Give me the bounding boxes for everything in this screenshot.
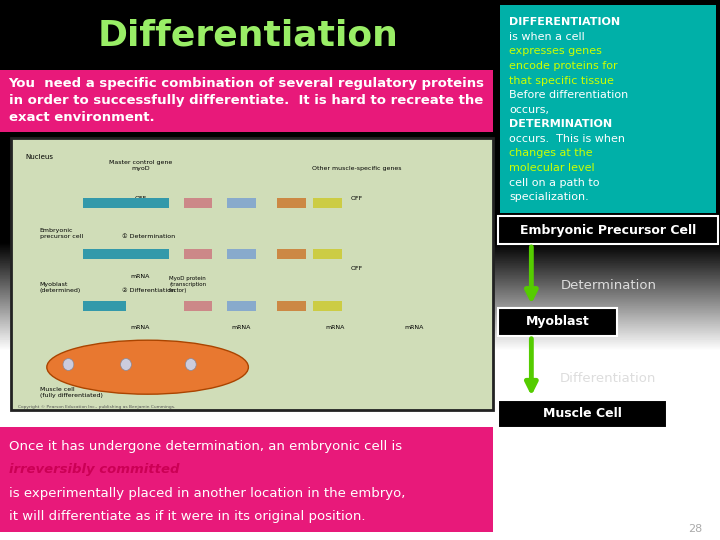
Text: mRNA: mRNA bbox=[405, 326, 423, 330]
Text: MyoD protein
(transcription
factor): MyoD protein (transcription factor) bbox=[169, 276, 207, 293]
Text: cell on a path to: cell on a path to bbox=[509, 178, 600, 188]
Text: Nucleus: Nucleus bbox=[25, 154, 53, 160]
FancyBboxPatch shape bbox=[227, 198, 256, 208]
Text: mRNA: mRNA bbox=[232, 326, 251, 330]
Text: specialization.: specialization. bbox=[509, 192, 589, 202]
Text: OFF: OFF bbox=[134, 196, 147, 201]
Ellipse shape bbox=[120, 359, 131, 370]
FancyBboxPatch shape bbox=[313, 198, 342, 208]
FancyBboxPatch shape bbox=[184, 198, 212, 208]
FancyBboxPatch shape bbox=[500, 5, 716, 213]
Text: ① Determination: ① Determination bbox=[122, 234, 176, 239]
Text: OFF: OFF bbox=[350, 196, 363, 201]
FancyBboxPatch shape bbox=[227, 301, 256, 310]
Text: molecular level: molecular level bbox=[509, 163, 595, 173]
Text: Copyright © Pearson Education Inc., publishing as Benjamin Cummings.: Copyright © Pearson Education Inc., publ… bbox=[18, 404, 176, 409]
Text: mRNA: mRNA bbox=[131, 274, 150, 279]
Text: Muscle cell
(fully differentiated): Muscle cell (fully differentiated) bbox=[40, 387, 102, 398]
Text: that specific tissue: that specific tissue bbox=[509, 76, 614, 86]
FancyBboxPatch shape bbox=[83, 198, 169, 208]
FancyBboxPatch shape bbox=[313, 301, 342, 310]
Text: encode proteins for: encode proteins for bbox=[509, 61, 618, 71]
Text: Differentiation: Differentiation bbox=[98, 18, 399, 52]
FancyBboxPatch shape bbox=[277, 198, 306, 208]
FancyBboxPatch shape bbox=[0, 70, 493, 132]
Ellipse shape bbox=[63, 359, 74, 370]
FancyBboxPatch shape bbox=[184, 301, 212, 310]
Text: changes at the: changes at the bbox=[509, 148, 593, 159]
FancyBboxPatch shape bbox=[184, 249, 212, 259]
FancyBboxPatch shape bbox=[11, 138, 493, 410]
Text: Once it has undergone determination, an embryonic cell is: Once it has undergone determination, an … bbox=[9, 440, 402, 453]
FancyBboxPatch shape bbox=[498, 308, 617, 336]
Text: irreversibly committed: irreversibly committed bbox=[9, 463, 179, 476]
Text: Other muscle-specific genes: Other muscle-specific genes bbox=[312, 166, 401, 171]
Text: DETERMINATION: DETERMINATION bbox=[509, 119, 612, 130]
FancyBboxPatch shape bbox=[498, 400, 667, 428]
FancyBboxPatch shape bbox=[313, 249, 342, 259]
FancyBboxPatch shape bbox=[227, 249, 256, 259]
Text: DIFFERENTIATION: DIFFERENTIATION bbox=[509, 17, 620, 28]
Text: Differentiation: Differentiation bbox=[560, 372, 657, 384]
Text: Master control gene
myoD: Master control gene myoD bbox=[109, 160, 172, 171]
Text: You  need a specific combination of several regulatory proteins
in order to succ: You need a specific combination of sever… bbox=[9, 77, 485, 124]
Text: MyoD: MyoD bbox=[132, 355, 149, 360]
Text: Before differentiation: Before differentiation bbox=[509, 90, 629, 100]
FancyBboxPatch shape bbox=[83, 301, 126, 310]
Text: occurs.  This is when: occurs. This is when bbox=[509, 134, 625, 144]
FancyBboxPatch shape bbox=[0, 427, 493, 532]
Text: is experimentally placed in another location in the embryo,: is experimentally placed in another loca… bbox=[9, 487, 405, 500]
Ellipse shape bbox=[186, 359, 196, 370]
Text: Muscle Cell: Muscle Cell bbox=[544, 407, 622, 420]
Text: expresses genes: expresses genes bbox=[509, 46, 602, 57]
Text: is when a cell: is when a cell bbox=[509, 32, 585, 42]
Text: Embryonic Precursor Cell: Embryonic Precursor Cell bbox=[520, 224, 696, 237]
Text: mRNA: mRNA bbox=[325, 326, 344, 330]
Text: OFF: OFF bbox=[350, 266, 363, 271]
Text: Embryonic
precursor cell: Embryonic precursor cell bbox=[40, 228, 83, 239]
Text: 28: 28 bbox=[688, 523, 702, 534]
FancyBboxPatch shape bbox=[277, 249, 306, 259]
FancyBboxPatch shape bbox=[277, 301, 306, 310]
Text: Myoblast
(determined): Myoblast (determined) bbox=[40, 282, 81, 293]
Text: Determination: Determination bbox=[560, 279, 657, 292]
Ellipse shape bbox=[47, 340, 248, 394]
Text: it will differentiate as if it were in its original position.: it will differentiate as if it were in i… bbox=[9, 510, 365, 523]
Text: ② Differentiation: ② Differentiation bbox=[122, 288, 176, 293]
FancyBboxPatch shape bbox=[498, 216, 718, 244]
Text: mRNA: mRNA bbox=[131, 326, 150, 330]
Text: occurs,: occurs, bbox=[509, 105, 549, 115]
FancyBboxPatch shape bbox=[83, 249, 169, 259]
Text: Myoblast: Myoblast bbox=[526, 315, 590, 328]
